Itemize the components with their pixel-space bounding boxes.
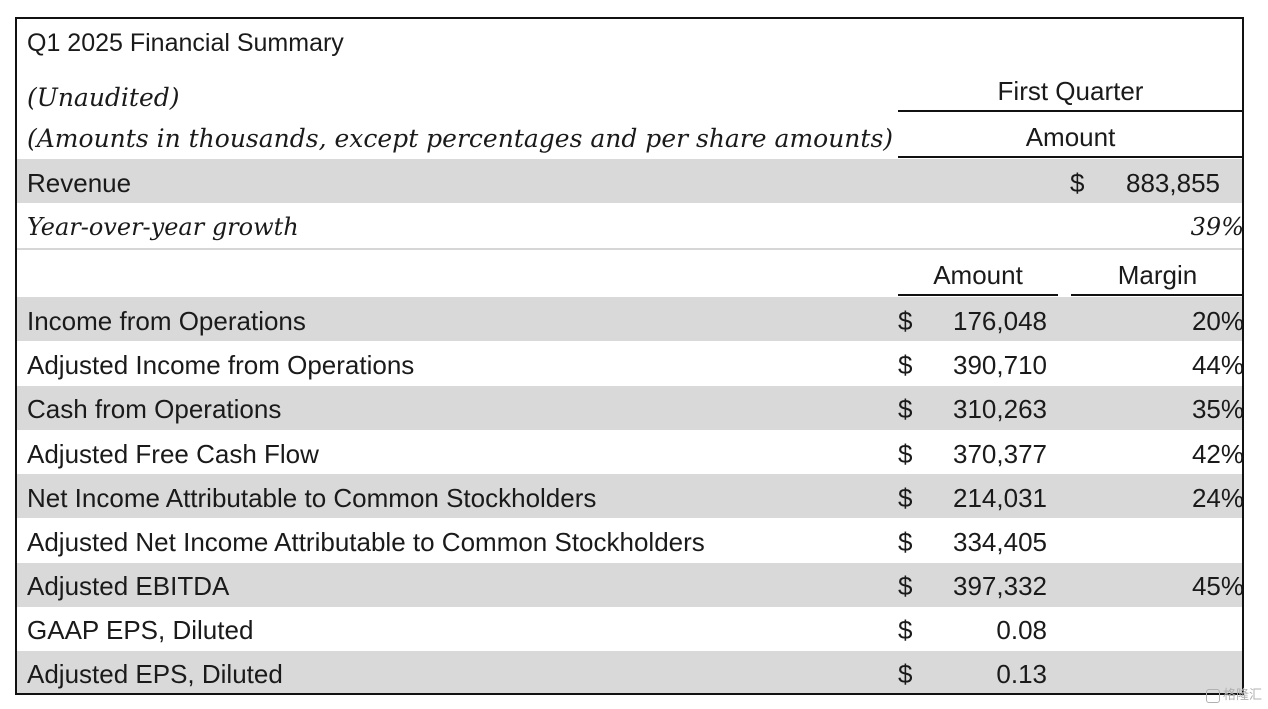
subheader-amount-rule <box>898 294 1058 296</box>
table-row-amount: 370,377 <box>953 439 1047 469</box>
watermark: 格隆汇 <box>1205 684 1262 703</box>
table-row-label: Adjusted EPS, Diluted <box>27 659 283 689</box>
table-row-currency: $ <box>898 483 913 513</box>
table-row-margin: 45% <box>1191 571 1244 601</box>
table-row-bg <box>17 386 1244 430</box>
subheader-margin: Margin <box>1117 260 1198 290</box>
header-first-quarter: First Quarter <box>997 76 1144 106</box>
table-row-bg <box>17 563 1244 607</box>
header-rule-bottom <box>898 156 1244 158</box>
table-row-currency: $ <box>898 306 913 336</box>
table-row-amount: 310,263 <box>953 394 1047 424</box>
revenue-row <box>17 159 1244 203</box>
growth-value: 39% <box>1190 213 1244 241</box>
growth-divider <box>17 248 1244 250</box>
growth-label: Year-over-year growth <box>27 213 299 241</box>
table-row-currency: $ <box>898 527 913 557</box>
table-row-bg <box>17 297 1244 341</box>
table-row-currency: $ <box>898 350 913 380</box>
table-row-label: Adjusted Net Income Attributable to Comm… <box>27 527 705 557</box>
table-row-amount: 214,031 <box>953 483 1047 513</box>
table-row-bg <box>17 651 1244 695</box>
table-row-label: Cash from Operations <box>27 394 282 424</box>
table-row-currency: $ <box>898 439 913 469</box>
revenue-currency: $ <box>1070 168 1085 198</box>
table-row-amount: 0.13 <box>996 659 1047 689</box>
table-row-label: Adjusted Income from Operations <box>27 350 415 380</box>
subheader-amount: Amount <box>933 260 1023 290</box>
table-row-label: Adjusted Free Cash Flow <box>27 439 319 469</box>
table-row-label: Net Income Attributable to Common Stockh… <box>27 483 597 513</box>
table-row-bg <box>17 474 1244 518</box>
table-row-currency: $ <box>898 571 913 601</box>
revenue-label: Revenue <box>27 168 132 198</box>
revenue-value: 883,855 <box>1126 168 1220 198</box>
table-row-amount: 0.08 <box>996 615 1047 645</box>
table-row-currency: $ <box>898 394 913 424</box>
table-row-amount: 390,710 <box>953 350 1047 380</box>
table-row-amount: 176,048 <box>953 306 1047 336</box>
table-row-margin: 42% <box>1191 439 1244 469</box>
table-row-currency: $ <box>898 615 913 645</box>
table-row-amount: 397,332 <box>953 571 1047 601</box>
table-row-margin: 20% <box>1191 306 1244 336</box>
table-row-currency: $ <box>898 659 913 689</box>
table-row-label: Adjusted EBITDA <box>27 571 230 601</box>
watermark-text: 格隆汇 <box>1222 687 1262 702</box>
watermark-logo-icon <box>1205 688 1220 703</box>
header-amount: Amount <box>1025 122 1116 152</box>
table-row-label: Income from Operations <box>27 306 306 336</box>
amounts-note: (Amounts in thousands, except percentage… <box>27 124 894 153</box>
subheader-margin-rule <box>1071 294 1244 296</box>
table-title: Q1 2025 Financial Summary <box>27 29 344 57</box>
unaudited-note: (Unaudited) <box>27 83 180 112</box>
summary-table-border <box>15 17 1244 695</box>
table-row-margin: 44% <box>1191 350 1244 380</box>
table-row-margin: 24% <box>1191 483 1244 513</box>
table-row-label: GAAP EPS, Diluted <box>27 615 254 645</box>
table-row-margin: 35% <box>1191 394 1244 424</box>
header-rule-top <box>898 110 1244 112</box>
table-row-amount: 334,405 <box>953 527 1047 557</box>
